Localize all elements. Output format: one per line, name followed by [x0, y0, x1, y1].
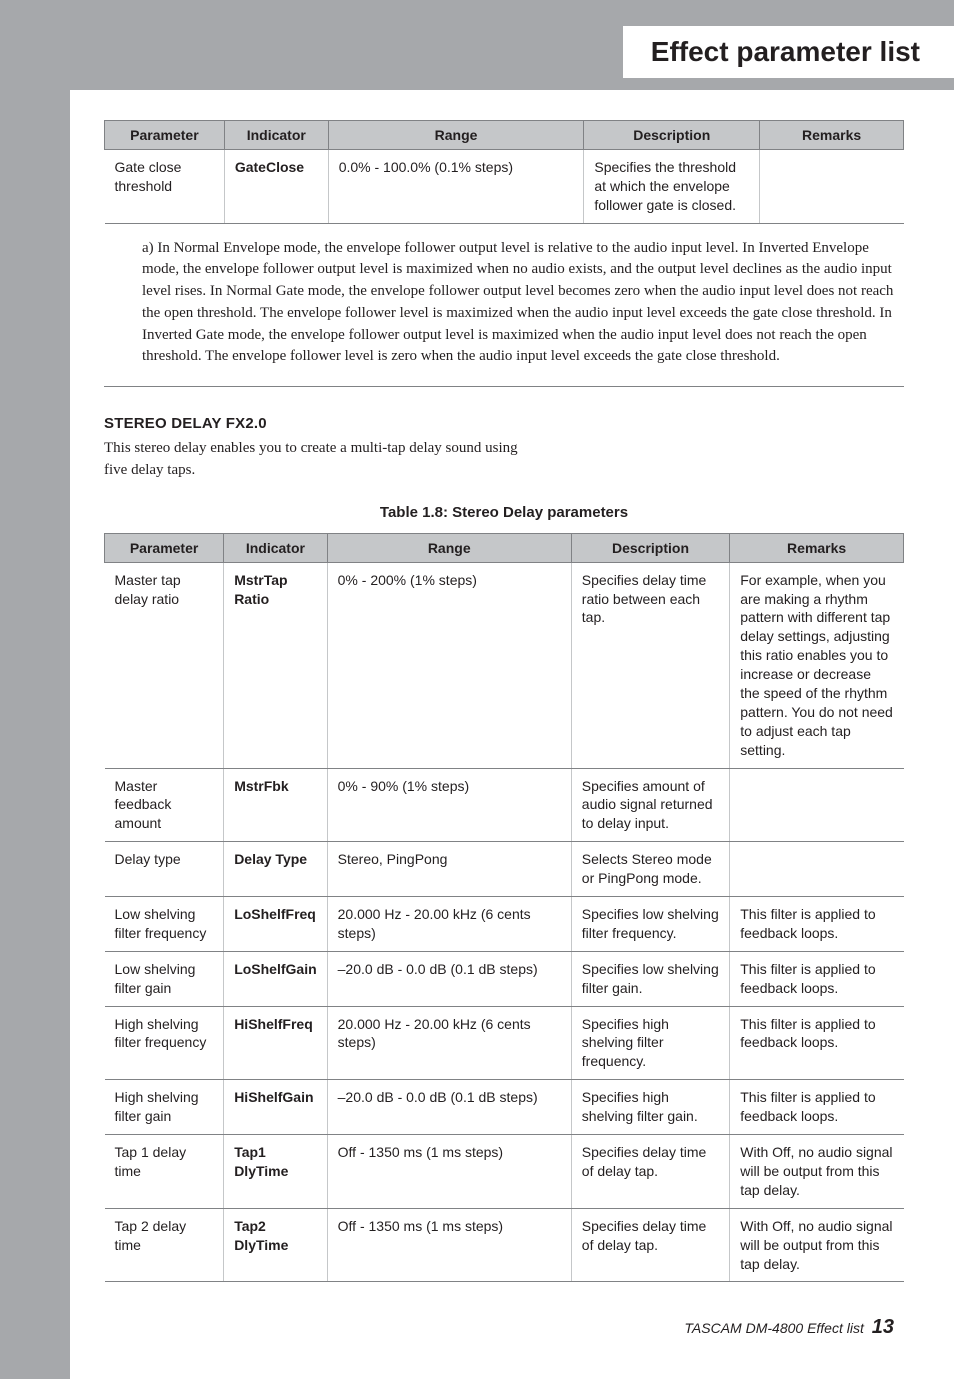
cell-parameter: Gate close threshold — [105, 150, 225, 224]
column-header: Description — [584, 121, 760, 150]
column-header: Remarks — [760, 121, 904, 150]
table-row: Gate close thresholdGateClose0.0% - 100.… — [105, 150, 904, 224]
cell-description: Specifies the threshold at which the env… — [584, 150, 760, 224]
column-header: Indicator — [224, 121, 328, 150]
cell-indicator: LoShelfGain — [224, 951, 327, 1006]
cell-indicator: Tap2 DlyTime — [224, 1208, 327, 1282]
cell-range: –20.0 dB - 0.0 dB (0.1 dB steps) — [327, 951, 571, 1006]
cell-description: Specifies delay time ratio between each … — [571, 562, 729, 768]
cell-remarks: For example, when you are making a rhyth… — [730, 562, 904, 768]
footer-pagenum: 13 — [872, 1316, 894, 1338]
cell-remarks: This filter is applied to feedback loops… — [730, 1006, 904, 1080]
header-title-box: Effect parameter list — [623, 26, 954, 78]
cell-description: Specifies high shelving filter frequency… — [571, 1006, 729, 1080]
cell-parameter: High shelving filter gain — [105, 1080, 224, 1135]
cell-range: 0% - 90% (1% steps) — [327, 768, 571, 842]
table-row: High shelving filter gainHiShelfGain–20.… — [105, 1080, 904, 1135]
table-stereo-delay: ParameterIndicatorRangeDescriptionRemark… — [104, 533, 904, 1283]
cell-range: 20.000 Hz - 20.00 kHz (6 cents steps) — [327, 1006, 571, 1080]
cell-indicator: GateClose — [224, 150, 328, 224]
column-header: Parameter — [105, 533, 224, 562]
header-band: Effect parameter list — [0, 0, 954, 90]
cell-range: 0.0% - 100.0% (0.1% steps) — [328, 150, 584, 224]
cell-description: Specifies delay time of delay tap. — [571, 1135, 729, 1209]
cell-indicator: Tap1 DlyTime — [224, 1135, 327, 1209]
column-header: Description — [571, 533, 729, 562]
content: ParameterIndicatorRangeDescriptionRemark… — [0, 90, 954, 1282]
section-intro: This stereo delay enables you to create … — [104, 438, 524, 482]
cell-parameter: Tap 2 delay time — [105, 1208, 224, 1282]
table-row: Master feedback amountMstrFbk0% - 90% (1… — [105, 768, 904, 842]
cell-remarks — [760, 150, 904, 224]
cell-remarks: This filter is applied to feedback loops… — [730, 897, 904, 952]
table-row: Delay typeDelay TypeStereo, PingPongSele… — [105, 842, 904, 897]
cell-indicator: MstrFbk — [224, 768, 327, 842]
cell-remarks: With Off, no audio signal will be output… — [730, 1208, 904, 1282]
cell-range: –20.0 dB - 0.0 dB (0.1 dB steps) — [327, 1080, 571, 1135]
cell-description: Specifies low shelving filter frequency. — [571, 897, 729, 952]
page-title: Effect parameter list — [651, 36, 920, 68]
cell-range: 20.000 Hz - 20.00 kHz (6 cents steps) — [327, 897, 571, 952]
table-row: Tap 2 delay timeTap2 DlyTimeOff - 1350 m… — [105, 1208, 904, 1282]
cell-description: Specifies amount of audio signal returne… — [571, 768, 729, 842]
column-header: Range — [327, 533, 571, 562]
section-heading: STEREO DELAY FX2.0 — [104, 415, 904, 432]
cell-range: Stereo, PingPong — [327, 842, 571, 897]
cell-parameter: Low shelving filter frequency — [105, 897, 224, 952]
cell-remarks: This filter is applied to feedback loops… — [730, 1080, 904, 1135]
column-header: Remarks — [730, 533, 904, 562]
table-row: High shelving filter frequencyHiShelfFre… — [105, 1006, 904, 1080]
cell-parameter: Delay type — [105, 842, 224, 897]
column-header: Parameter — [105, 121, 225, 150]
column-header: Indicator — [224, 533, 327, 562]
footer-text: TASCAM DM-4800 Effect list — [684, 1320, 863, 1336]
footnote-a: a) In Normal Envelope mode, the envelope… — [104, 224, 904, 388]
cell-parameter: Tap 1 delay time — [105, 1135, 224, 1209]
cell-indicator: HiShelfFreq — [224, 1006, 327, 1080]
table-stereo-delay-body: Master tap delay ratioMstrTap Ratio0% - … — [105, 562, 904, 1282]
table-row: Tap 1 delay timeTap1 DlyTimeOff - 1350 m… — [105, 1135, 904, 1209]
table-gate: ParameterIndicatorRangeDescriptionRemark… — [104, 120, 904, 224]
cell-parameter: Master tap delay ratio — [105, 562, 224, 768]
table-stereo-delay-head: ParameterIndicatorRangeDescriptionRemark… — [105, 533, 904, 562]
footer: TASCAM DM-4800 Effect list 13 — [0, 1282, 954, 1339]
cell-indicator: HiShelfGain — [224, 1080, 327, 1135]
cell-description: Specifies delay time of delay tap. — [571, 1208, 729, 1282]
page-root: Effect parameter list ParameterIndicator… — [0, 0, 954, 1379]
table-gate-head: ParameterIndicatorRangeDescriptionRemark… — [105, 121, 904, 150]
table-caption: Table 1.8: Stereo Delay parameters — [104, 504, 904, 521]
cell-remarks: This filter is applied to feedback loops… — [730, 951, 904, 1006]
cell-parameter: Master feedback amount — [105, 768, 224, 842]
table-row: Low shelving filter gainLoShelfGain–20.0… — [105, 951, 904, 1006]
table-row: Low shelving filter frequencyLoShelfFreq… — [105, 897, 904, 952]
cell-indicator: Delay Type — [224, 842, 327, 897]
cell-description: Selects Stereo mode or PingPong mode. — [571, 842, 729, 897]
cell-parameter: Low shelving filter gain — [105, 951, 224, 1006]
cell-remarks — [730, 768, 904, 842]
cell-range: Off - 1350 ms (1 ms steps) — [327, 1135, 571, 1209]
cell-indicator: LoShelfFreq — [224, 897, 327, 952]
table-row: Master tap delay ratioMstrTap Ratio0% - … — [105, 562, 904, 768]
cell-description: Specifies low shelving filter gain. — [571, 951, 729, 1006]
cell-description: Specifies high shelving filter gain. — [571, 1080, 729, 1135]
cell-range: 0% - 200% (1% steps) — [327, 562, 571, 768]
cell-parameter: High shelving filter frequency — [105, 1006, 224, 1080]
table-gate-body: Gate close thresholdGateClose0.0% - 100.… — [105, 150, 904, 224]
cell-remarks: With Off, no audio signal will be output… — [730, 1135, 904, 1209]
cell-remarks — [730, 842, 904, 897]
cell-range: Off - 1350 ms (1 ms steps) — [327, 1208, 571, 1282]
cell-indicator: MstrTap Ratio — [224, 562, 327, 768]
column-header: Range — [328, 121, 584, 150]
